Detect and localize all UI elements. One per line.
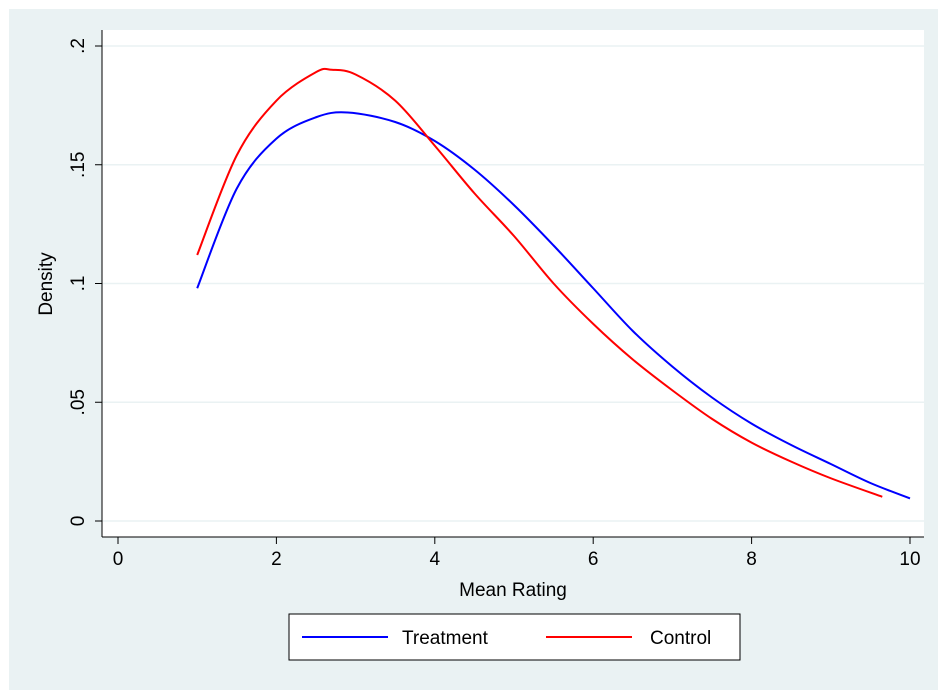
- legend-label-control: Control: [650, 628, 711, 649]
- series-line-treatment: [196, 111, 911, 500]
- x-tick-label: 2: [271, 549, 282, 570]
- x-ticks: 0 2 4 6 8 10: [113, 537, 921, 570]
- legend-label-treatment: Treatment: [402, 628, 489, 649]
- x-axis-title: Mean Rating: [459, 580, 567, 601]
- y-tick-label: 0: [68, 516, 89, 527]
- y-ticks: 0 .05 .1 .15 .2: [68, 38, 102, 526]
- series-line-control: [196, 67, 883, 498]
- x-tick-label: 6: [588, 549, 599, 570]
- y-tick-label: .05: [68, 389, 89, 415]
- legend: Treatment Control: [288, 613, 741, 661]
- x-tick-label: 0: [113, 549, 124, 570]
- y-tick-label: .15: [68, 152, 89, 178]
- gridlines: [102, 45, 924, 522]
- x-tick-label: 8: [746, 549, 757, 570]
- x-tick-label: 10: [899, 549, 920, 570]
- x-tick-label: 4: [430, 549, 441, 570]
- y-tick-label: .2: [68, 38, 89, 54]
- y-tick-label: .1: [68, 276, 89, 292]
- y-axis-title: Density: [36, 252, 57, 316]
- series-layer: [196, 67, 911, 500]
